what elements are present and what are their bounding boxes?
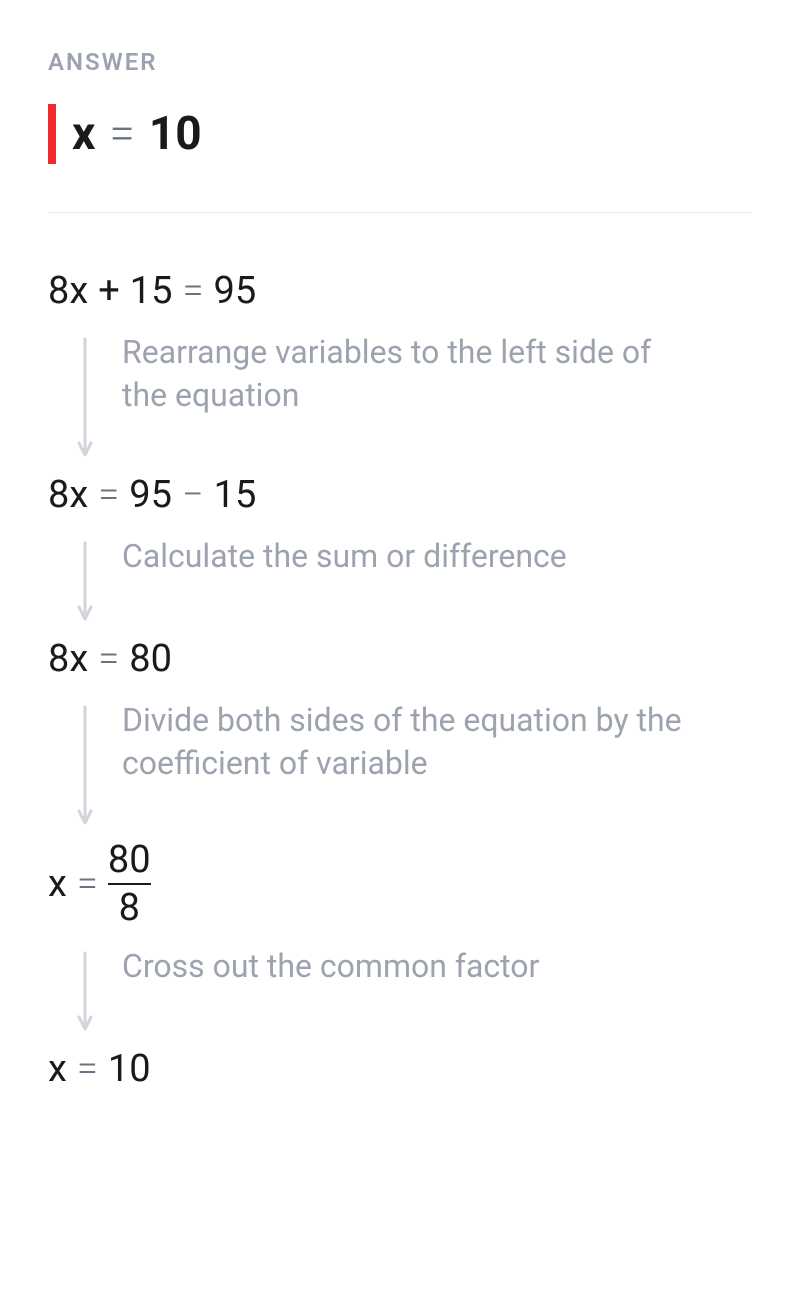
equation-4: x = 10 <box>48 1047 752 1091</box>
eq4-lhs: x <box>48 1047 67 1091</box>
answer-rhs: 10 <box>149 107 202 161</box>
down-arrow-icon <box>76 697 94 825</box>
divider <box>48 212 752 213</box>
eq2-lhs: 8x <box>48 637 88 681</box>
answer-lhs: x <box>72 107 95 161</box>
equals-sign: = <box>98 473 119 517</box>
step-1-text: Calculate the sum or difference <box>122 533 567 578</box>
equals-sign: = <box>77 1047 98 1091</box>
fraction-numerator: 80 <box>108 841 151 883</box>
step-2: Divide both sides of the equation by the… <box>48 681 752 841</box>
step-0: Rearrange variables to the left side of … <box>48 313 752 473</box>
eq3-lhs: x <box>48 862 67 906</box>
minus-sign: − <box>182 473 204 517</box>
fraction-denominator: 8 <box>119 885 140 927</box>
answer-row: x = 10 <box>48 104 752 164</box>
eq0-c: 15 <box>130 269 173 313</box>
eq4-rhs: 10 <box>108 1047 151 1091</box>
eq0-rhs: 95 <box>214 269 257 313</box>
down-arrow-icon <box>76 943 94 1031</box>
down-arrow-icon <box>76 329 94 457</box>
equals-sign: = <box>98 637 119 681</box>
down-arrow-icon <box>76 533 94 621</box>
equals-sign: = <box>109 107 134 161</box>
plus-sign: + <box>98 269 120 313</box>
answer-accent-bar <box>48 104 56 164</box>
equals-sign: = <box>77 862 98 906</box>
eq2-rhs: 80 <box>129 637 172 681</box>
step-3: Cross out the common factor <box>48 927 752 1047</box>
solution-steps: 8x + 15 = 95 Rearrange variables to the … <box>48 269 752 1091</box>
equation-1: 8x = 95 − 15 <box>48 473 752 517</box>
answer-equation: x = 10 <box>72 107 202 161</box>
equation-2: 8x = 80 <box>48 637 752 681</box>
equals-sign: = <box>183 269 204 313</box>
step-1: Calculate the sum or difference <box>48 517 752 637</box>
equation-0: 8x + 15 = 95 <box>48 269 752 313</box>
step-2-text: Divide both sides of the equation by the… <box>122 697 682 785</box>
step-3-text: Cross out the common factor <box>122 943 539 988</box>
answer-label: ANSWER <box>48 48 752 76</box>
eq1-b: 15 <box>214 473 257 517</box>
eq1-lhs: 8x <box>48 473 88 517</box>
eq0-lhs: 8x <box>48 269 88 313</box>
equation-3: x = 80 8 <box>48 841 752 927</box>
step-0-text: Rearrange variables to the left side of … <box>122 329 682 417</box>
eq1-a: 95 <box>129 473 172 517</box>
fraction: 80 8 <box>108 841 151 927</box>
